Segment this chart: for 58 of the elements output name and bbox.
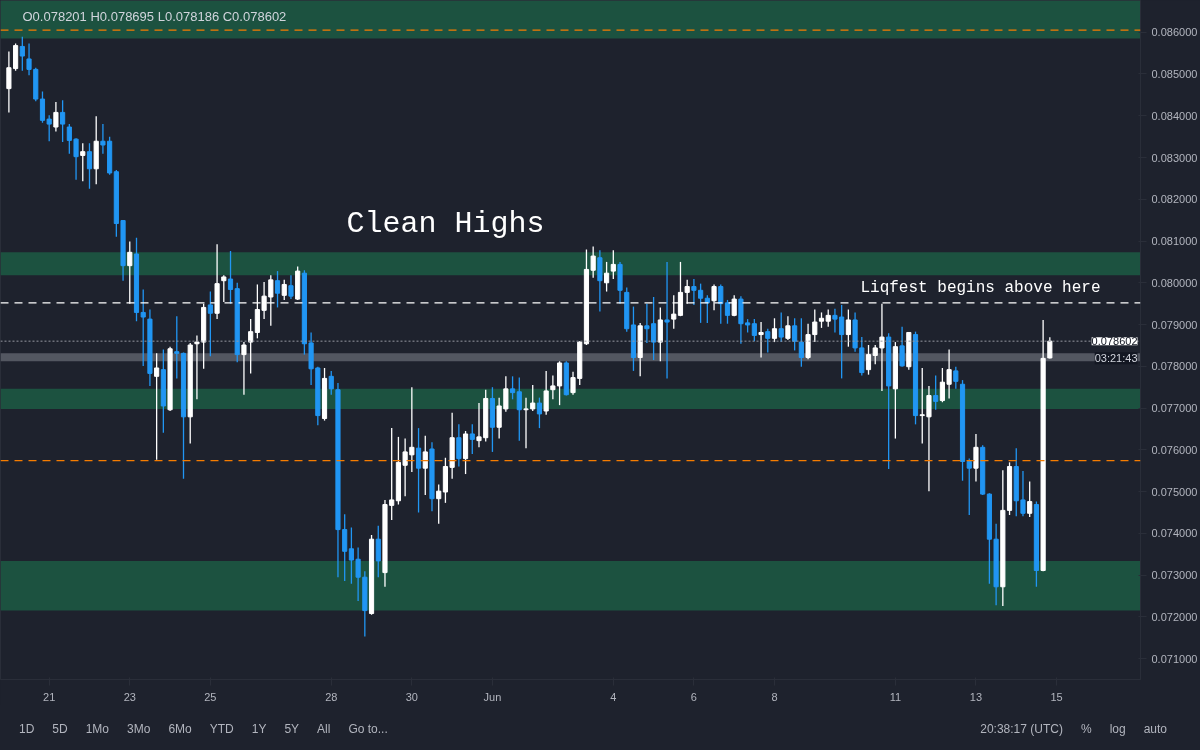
y-tick-label: 0.074000 bbox=[1151, 527, 1198, 540]
ref-line-label: Liqfest begins above here bbox=[860, 278, 1101, 297]
text: YTD bbox=[209, 721, 234, 739]
candlestick bbox=[187, 342, 193, 445]
text: 5Y bbox=[284, 721, 300, 739]
x-tick-label: 30 bbox=[405, 690, 418, 703]
y-tick-label: 0.072000 bbox=[1151, 610, 1198, 623]
y-tick-label: 0.079000 bbox=[1151, 318, 1198, 331]
text: % bbox=[1080, 721, 1092, 739]
text: Go to... bbox=[348, 721, 388, 739]
candlestick bbox=[637, 322, 643, 377]
annotation: O0.078201 H0.078695 L0.078186 C0.078602 bbox=[22, 8, 287, 24]
x-tick-label: 4 bbox=[610, 690, 617, 703]
candlestick bbox=[93, 115, 99, 185]
y-tick-label: 0.081000 bbox=[1151, 235, 1198, 248]
y-tick-label: 0.082000 bbox=[1151, 193, 1198, 206]
candlestick bbox=[1047, 336, 1053, 360]
x-tick-label: 28 bbox=[325, 690, 338, 703]
text: 6Mo bbox=[168, 721, 192, 739]
x-tick-label: 13 bbox=[969, 690, 983, 703]
text: auto bbox=[1143, 721, 1167, 739]
text: 1Y bbox=[251, 721, 267, 739]
x-tick-label: 23 bbox=[123, 690, 136, 703]
candlestick bbox=[221, 274, 227, 303]
annotation: 03:21:43 bbox=[1094, 352, 1138, 365]
y-tick-label: 0.083000 bbox=[1151, 151, 1198, 164]
text: log bbox=[1109, 721, 1126, 739]
y-tick-label: 0.078000 bbox=[1151, 360, 1198, 373]
y-tick-label: 0.080000 bbox=[1151, 276, 1198, 289]
text: 5D bbox=[52, 721, 68, 739]
y-tick-label: 0.077000 bbox=[1151, 402, 1198, 415]
text: 1D bbox=[19, 721, 35, 739]
y-tick-label: 0.076000 bbox=[1151, 443, 1198, 456]
x-tick-label: Jun bbox=[483, 690, 502, 703]
x-tick-label: 21 bbox=[43, 690, 56, 703]
candlestick bbox=[953, 366, 959, 390]
x-tick-label: 8 bbox=[771, 690, 778, 703]
candlestick bbox=[906, 331, 912, 371]
text: 20:38:17 (UTC) bbox=[980, 721, 1063, 739]
annotation: Clean Highs bbox=[346, 206, 545, 241]
text: 3Mo bbox=[127, 721, 151, 739]
x-tick-label: 25 bbox=[204, 690, 217, 703]
x-tick-label: 6 bbox=[690, 690, 697, 703]
x-tick-label: 15 bbox=[1050, 690, 1063, 703]
text: All bbox=[317, 721, 331, 739]
y-tick-label: 0.086000 bbox=[1151, 26, 1198, 39]
y-tick-label: 0.084000 bbox=[1151, 109, 1198, 122]
y-tick-label: 0.071000 bbox=[1151, 652, 1198, 665]
candlestick bbox=[174, 315, 180, 380]
candlestick bbox=[778, 311, 784, 343]
y-tick-label: 0.073000 bbox=[1151, 569, 1198, 582]
y-tick-label: 0.085000 bbox=[1151, 68, 1198, 80]
x-tick-label: 11 bbox=[889, 690, 902, 703]
candlestick bbox=[765, 328, 771, 354]
y-tick-label: 0.075000 bbox=[1151, 485, 1198, 498]
text: 1Mo bbox=[85, 721, 110, 739]
ref-line-label: 0.078602 bbox=[1091, 335, 1138, 348]
candlestick bbox=[543, 370, 549, 416]
